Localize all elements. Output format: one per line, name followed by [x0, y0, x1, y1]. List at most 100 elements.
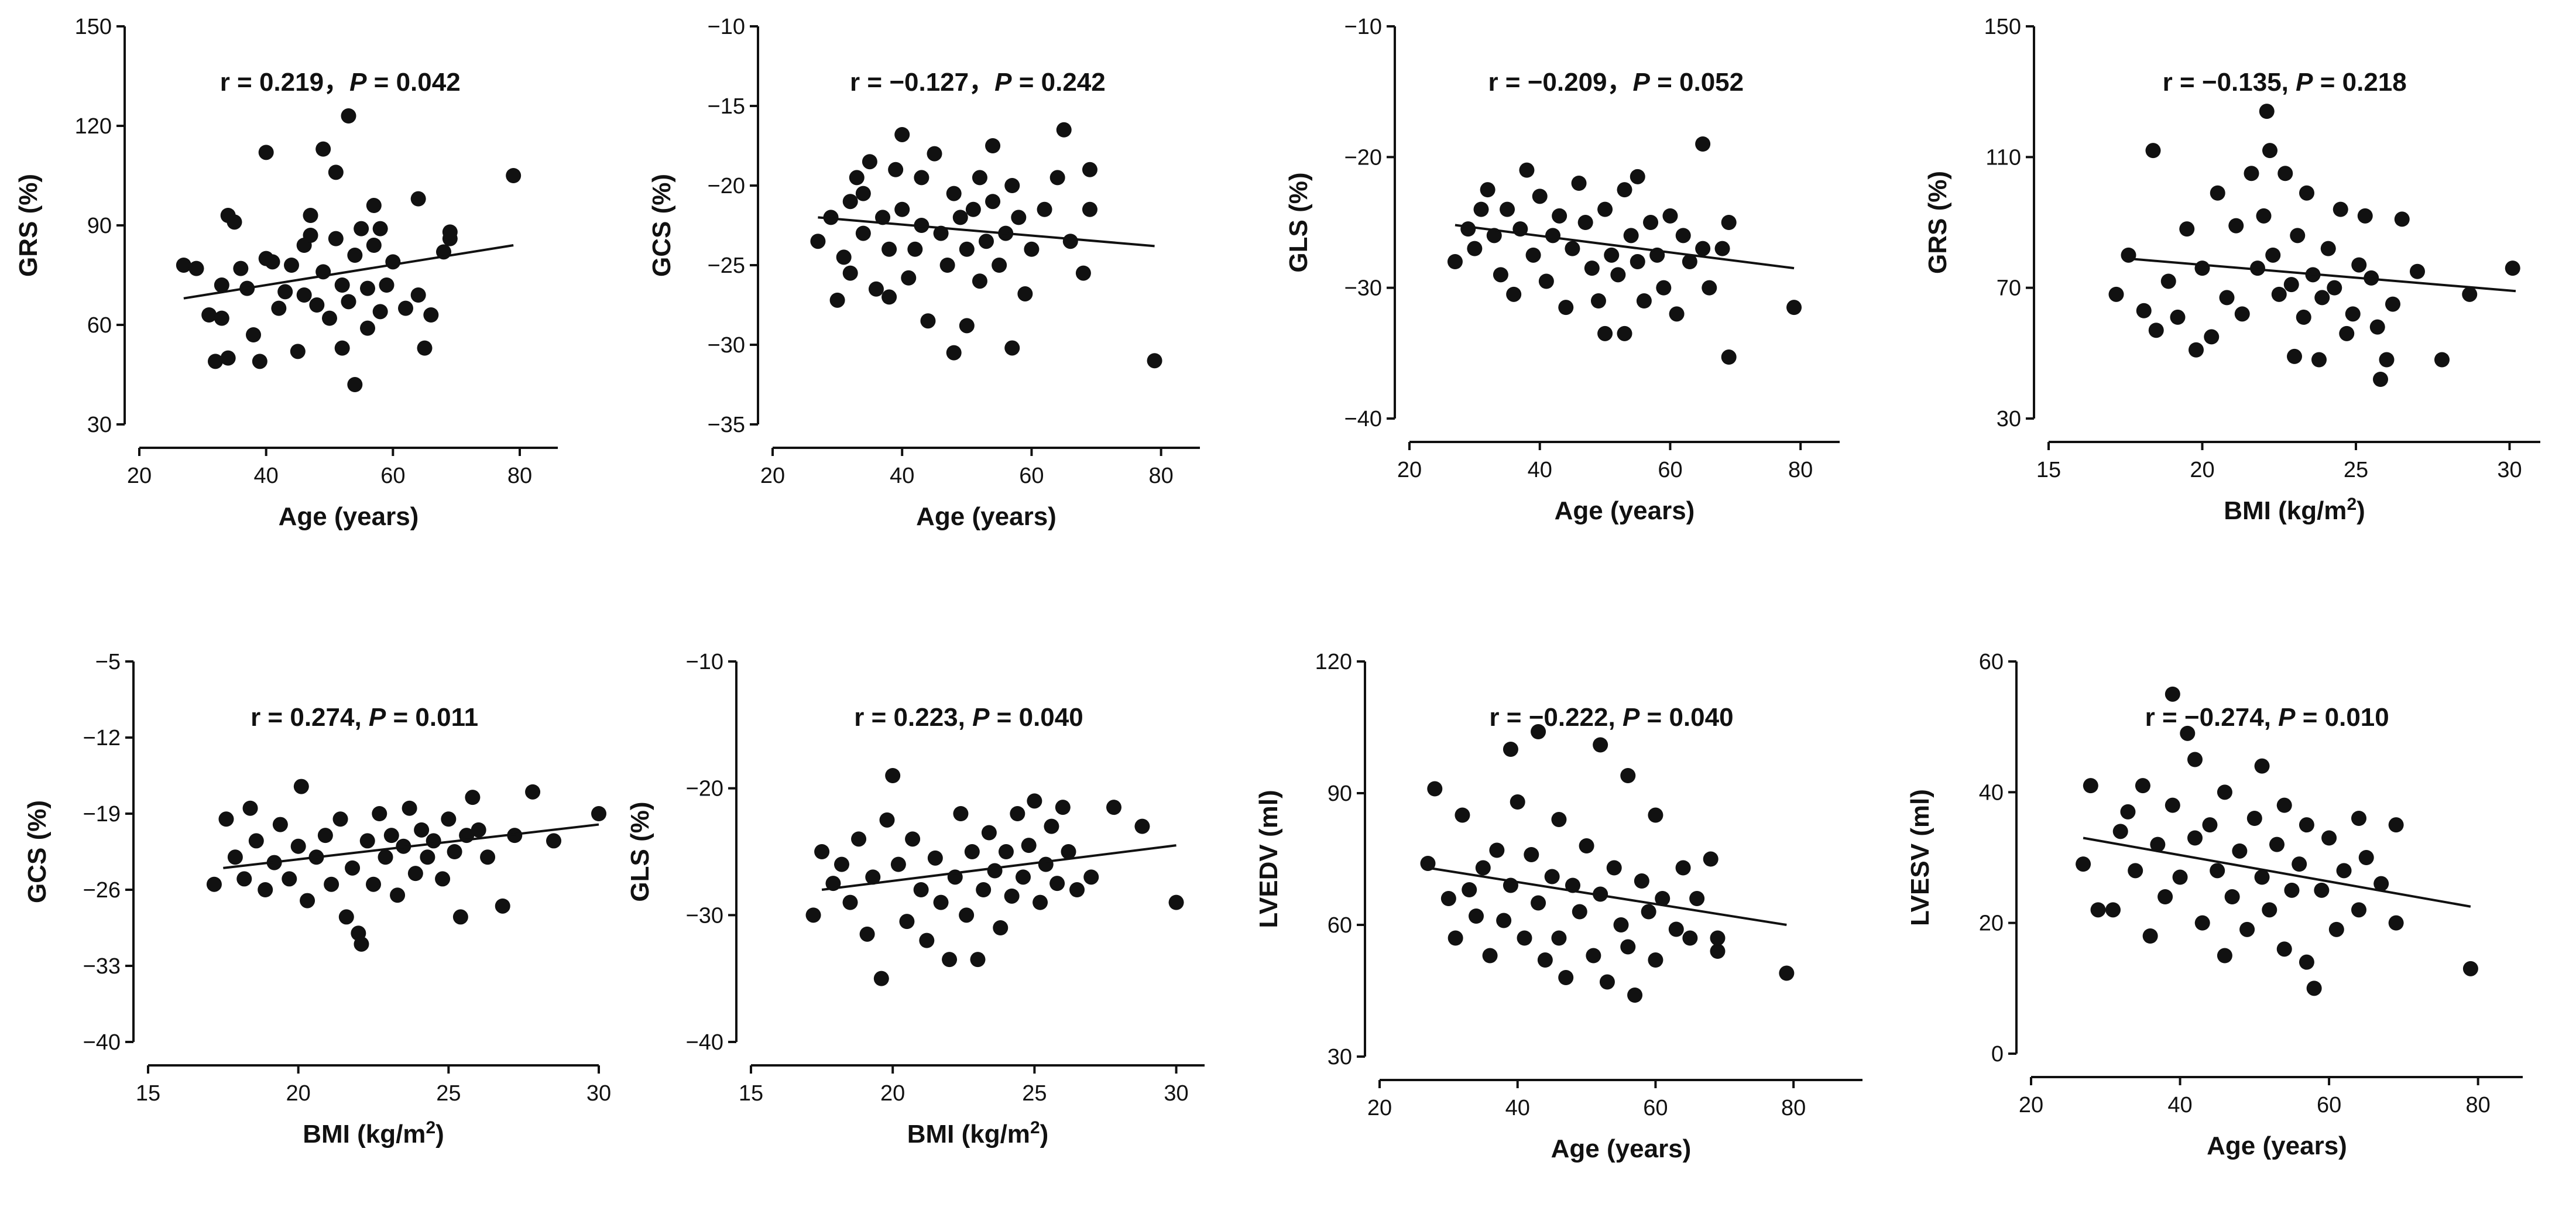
data-point: [1593, 737, 1608, 753]
data-point: [188, 260, 204, 276]
data-point: [1420, 856, 1436, 871]
data-point: [176, 258, 191, 273]
data-point: [290, 344, 306, 359]
correlation-annotation: r = −0.127，P = 0.242: [850, 68, 1106, 97]
data-point: [1147, 353, 1162, 369]
data-point: [452, 909, 468, 925]
data-point: [1597, 325, 1613, 341]
data-point: [1044, 818, 1059, 834]
regression-line: [223, 823, 599, 869]
data-point: [1721, 215, 1737, 230]
data-point: [220, 350, 236, 366]
data-point: [1049, 170, 1065, 186]
x-tick-label: 60: [2317, 1093, 2341, 1117]
data-point: [383, 828, 399, 844]
data-point: [890, 856, 906, 872]
data-point: [1630, 169, 1645, 184]
y-axis-label: GLS (%): [626, 801, 654, 901]
data-point: [1599, 974, 1615, 990]
data-point: [236, 871, 252, 887]
y-tick-label: −20: [708, 174, 745, 198]
data-point: [1689, 891, 1705, 906]
y-tick-label: −30: [708, 333, 745, 358]
data-point: [2505, 260, 2520, 276]
data-point: [385, 254, 401, 270]
data-point: [332, 811, 348, 827]
data-point: [1455, 807, 1470, 823]
data-point: [1703, 851, 1719, 867]
x-tick-label: 80: [2465, 1093, 2490, 1117]
data-point: [2239, 921, 2255, 937]
y-tick-label: −20: [1344, 145, 1382, 170]
data-point: [1061, 844, 1076, 859]
data-point: [1617, 182, 1632, 198]
data-point: [933, 225, 949, 241]
data-point: [1447, 254, 1463, 269]
data-point: [1027, 793, 1042, 809]
data-point: [1710, 944, 1726, 959]
data-point: [2320, 241, 2336, 256]
y-tick-label: 60: [87, 313, 112, 338]
x-axis-label: BMI (kg/m2): [907, 1118, 1049, 1149]
y-tick-label: −5: [95, 650, 121, 674]
data-point: [1004, 888, 1020, 904]
data-point: [447, 844, 462, 859]
data-point: [2254, 869, 2270, 885]
data-point: [2145, 143, 2161, 159]
data-point: [426, 833, 441, 849]
correlation-annotation: r = 0.219，P = 0.042: [220, 68, 461, 97]
data-point: [1106, 800, 1121, 815]
data-point: [407, 866, 423, 882]
data-point: [2351, 257, 2367, 273]
data-point: [258, 882, 273, 897]
data-point: [1510, 794, 1525, 810]
scatter-panel-gls-vs-bmi: −40 −30 −20 −10 15 20 25 30 BMI (kg/m2) GLS (%) r …: [626, 650, 1205, 1148]
data-point: [334, 340, 350, 356]
data-point: [2434, 352, 2450, 368]
data-point: [206, 876, 222, 892]
data-point: [1480, 182, 1495, 198]
data-point: [1016, 869, 1031, 885]
x-tick-label: 60: [1643, 1096, 1668, 1120]
data-point: [1682, 254, 1697, 269]
y-tick-label: 30: [1328, 1045, 1352, 1069]
data-point: [2246, 811, 2262, 826]
data-point: [901, 270, 917, 286]
data-point: [366, 238, 382, 253]
data-point: [2299, 954, 2314, 970]
data-point: [1655, 891, 1671, 906]
y-tick-label: 40: [1979, 780, 2004, 805]
data-point: [1469, 908, 1484, 924]
correlation-annotation: r = −0.222, P = 0.040: [1489, 703, 1733, 732]
y-tick-label: −10: [1344, 15, 1382, 39]
scatter-panel-grs-vs-bmi: 30 70 110 150 15 20 25 30 BMI (kg/m2) GRS (%) r = …: [1923, 15, 2540, 525]
data-point: [1493, 267, 1508, 283]
data-point: [1656, 280, 1672, 296]
data-point: [842, 194, 858, 210]
x-tick-label: 20: [286, 1081, 311, 1106]
data-point: [379, 277, 395, 293]
x-tick-label: 60: [1019, 464, 1044, 488]
data-point: [398, 300, 413, 316]
data-point: [2194, 260, 2210, 276]
data-point: [2265, 247, 2281, 263]
data-point: [2136, 303, 2152, 318]
data-point: [591, 806, 606, 821]
data-point: [1489, 842, 1505, 858]
data-point: [1168, 894, 1184, 910]
data-point: [372, 806, 387, 821]
data-point: [1597, 201, 1613, 217]
data-point: [1695, 241, 1711, 256]
data-point: [976, 882, 992, 897]
data-point: [2076, 856, 2091, 872]
data-point: [2148, 323, 2164, 338]
x-axis-label: BMI (kg/m2): [2224, 495, 2365, 526]
data-point: [1021, 838, 1037, 853]
y-tick-label: −40: [83, 1030, 121, 1055]
data-point: [360, 320, 375, 336]
data-point: [2165, 797, 2180, 813]
data-point: [1427, 781, 1443, 797]
data-point: [2306, 980, 2322, 996]
data-point: [1702, 280, 1717, 296]
